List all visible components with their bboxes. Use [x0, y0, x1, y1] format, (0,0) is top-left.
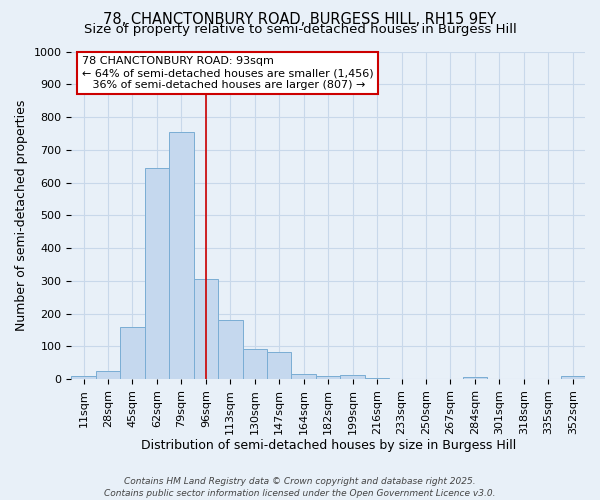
Bar	[145, 168, 169, 379]
Bar	[194, 279, 218, 379]
Text: Contains HM Land Registry data © Crown copyright and database right 2025.
Contai: Contains HM Land Registry data © Crown c…	[104, 476, 496, 498]
Bar	[218, 320, 242, 379]
Bar	[340, 375, 365, 379]
Bar	[365, 378, 389, 379]
Bar	[292, 374, 316, 379]
Bar	[242, 348, 267, 379]
Bar	[96, 371, 120, 379]
Bar	[169, 132, 194, 379]
X-axis label: Distribution of semi-detached houses by size in Burgess Hill: Distribution of semi-detached houses by …	[140, 440, 516, 452]
Text: 78 CHANCTONBURY ROAD: 93sqm
← 64% of semi-detached houses are smaller (1,456)
  : 78 CHANCTONBURY ROAD: 93sqm ← 64% of sem…	[82, 56, 373, 90]
Bar	[560, 376, 585, 379]
Y-axis label: Number of semi-detached properties: Number of semi-detached properties	[15, 100, 28, 331]
Bar	[463, 378, 487, 379]
Bar	[316, 376, 340, 379]
Bar	[120, 326, 145, 379]
Text: 78, CHANCTONBURY ROAD, BURGESS HILL, RH15 9EY: 78, CHANCTONBURY ROAD, BURGESS HILL, RH1…	[103, 12, 497, 28]
Bar	[71, 376, 96, 379]
Bar	[267, 352, 292, 379]
Text: Size of property relative to semi-detached houses in Burgess Hill: Size of property relative to semi-detach…	[83, 22, 517, 36]
